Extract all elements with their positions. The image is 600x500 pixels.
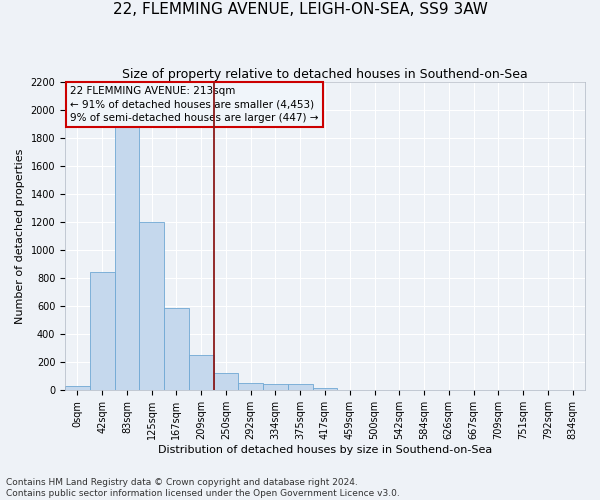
Bar: [164, 308, 189, 390]
Text: Contains HM Land Registry data © Crown copyright and database right 2024.
Contai: Contains HM Land Registry data © Crown c…: [6, 478, 400, 498]
Y-axis label: Number of detached properties: Number of detached properties: [15, 148, 25, 324]
Bar: [65, 386, 90, 390]
Bar: [214, 373, 238, 390]
Title: Size of property relative to detached houses in Southend-on-Sea: Size of property relative to detached ho…: [122, 68, 528, 80]
Bar: [90, 272, 115, 390]
Bar: [263, 384, 288, 390]
Bar: [115, 116, 139, 390]
Bar: [288, 384, 313, 390]
Text: 22 FLEMMING AVENUE: 213sqm
← 91% of detached houses are smaller (4,453)
9% of se: 22 FLEMMING AVENUE: 213sqm ← 91% of deta…: [70, 86, 319, 122]
Bar: [313, 388, 337, 390]
Bar: [139, 222, 164, 390]
Text: 22, FLEMMING AVENUE, LEIGH-ON-SEA, SS9 3AW: 22, FLEMMING AVENUE, LEIGH-ON-SEA, SS9 3…: [113, 2, 487, 18]
Bar: [238, 384, 263, 390]
Bar: [189, 356, 214, 390]
X-axis label: Distribution of detached houses by size in Southend-on-Sea: Distribution of detached houses by size …: [158, 445, 492, 455]
